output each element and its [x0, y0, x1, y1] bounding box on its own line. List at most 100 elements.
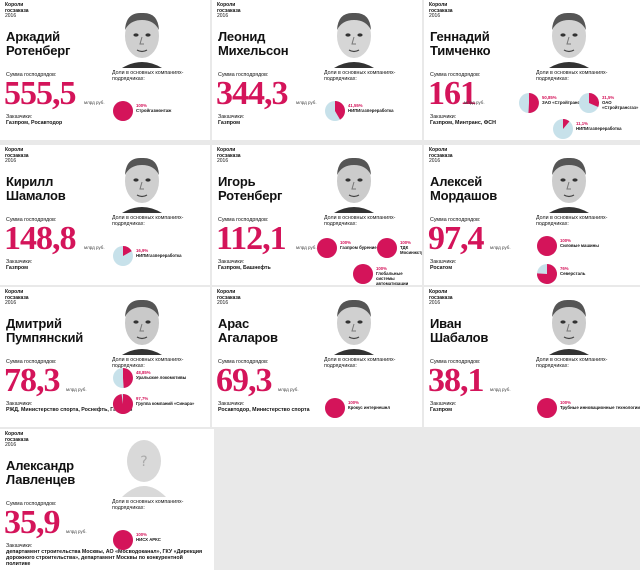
last-name: Пумпянский	[6, 330, 84, 345]
last-name: Агаларов	[218, 330, 278, 345]
amount-unit: млрд руб.	[490, 387, 511, 392]
share-label: Доли в основных компаниях-подрядчиках:	[324, 215, 396, 227]
last-name: Лавленцев	[6, 472, 76, 487]
share-label: Доли в основных компаниях-подрядчиках:	[112, 70, 184, 82]
share-percent: 41,55%	[348, 103, 363, 108]
sum-label: Сумма господрядов:	[430, 217, 481, 223]
customers-list: Газпром, Минтранс, ФСН	[430, 120, 496, 126]
person-card: Короли госзаказа 2016 ? Александр Лавлен…	[0, 429, 214, 570]
share-pie-chart	[519, 93, 539, 113]
share-label: Доли в основных компаниях-подрядчиках:	[112, 357, 184, 369]
last-name: Ротенберг	[6, 43, 71, 58]
series-header: Короли госзаказа 2016	[5, 289, 45, 307]
share-pie-chart	[377, 238, 397, 258]
share-percent: 100%	[136, 103, 147, 108]
share-label: Доли в основных компаниях-подрядчиках:	[536, 70, 608, 82]
company-share: 100% Силовые машины	[536, 235, 599, 257]
customers-label: Заказчики:	[218, 114, 245, 120]
share-percent: 11,1%	[576, 121, 588, 126]
person-card: Короли госзаказа 2016 Геннадий Тимченко …	[424, 0, 640, 140]
header-year: 2016	[5, 158, 17, 164]
unknown-person-icon: ?	[122, 440, 166, 497]
share-label: Доли в основных компаниях-подрядчиках:	[324, 357, 396, 369]
company-share: 50,85% ЗАО «Стройтрансгаз»	[518, 92, 589, 114]
sum-label: Сумма господрядов:	[6, 359, 57, 365]
company-share: 41,55% НИПИгазпереработка	[324, 100, 394, 122]
first-name: Геннадий	[430, 29, 490, 44]
company-share: 16,9% НИПИгазпереработка	[112, 245, 182, 267]
share-pie-chart	[112, 394, 133, 414]
person-name: Иван Шабалов	[430, 317, 488, 345]
company-name: ТДК Мосинжстр	[400, 245, 422, 255]
header-line1: Короли	[217, 2, 236, 8]
header-line1: Короли	[5, 147, 24, 153]
series-header: Короли госзаказа 2016	[429, 147, 469, 165]
amount-unit: млрд руб.	[66, 529, 87, 534]
sum-label: Сумма господрядов:	[218, 359, 269, 365]
portrait-photo	[334, 299, 374, 355]
company-name: НИПИгазпереработка	[576, 126, 622, 131]
share-pie-chart	[537, 264, 558, 284]
series-header: Короли госзаказа 2016	[217, 289, 257, 307]
first-name: Кирилл	[6, 174, 54, 189]
company-name: Уральские локомотивы	[136, 375, 187, 380]
customers-list: Газпром	[430, 407, 453, 413]
header-line2: госзаказа	[429, 7, 453, 14]
company-share: 31,5% ОАО «Стройтрансгаз»	[578, 92, 640, 114]
first-name: Иван	[430, 316, 462, 331]
company-name: Трубные инновационные технологии	[560, 405, 640, 410]
last-name: Шамалов	[6, 188, 66, 203]
company-name: ЗАО «Стройтрансгаз»	[542, 100, 589, 105]
portrait-photo	[549, 157, 589, 213]
share-percent: 100%	[136, 532, 147, 537]
sum-label: Сумма господрядов:	[430, 72, 481, 78]
company-share: 100% Стройгазмонтаж	[112, 100, 171, 122]
contract-amount: 344,3	[216, 75, 288, 112]
customers-label: Заказчики:	[430, 259, 457, 265]
person-card: Короли госзаказа 2016 Игорь Ротенберг Су…	[212, 145, 422, 285]
last-name: Тимченко	[430, 43, 491, 58]
contract-amount: 161	[428, 75, 477, 112]
contract-amount: 112,1	[216, 220, 287, 257]
sum-label: Сумма господрядов:	[6, 501, 57, 507]
share-pie-chart	[113, 530, 133, 550]
portrait-photo	[549, 12, 589, 68]
company-share: 48,85% Уральские локомотивы	[112, 367, 186, 389]
company-name: Крокус интернешнл	[348, 405, 391, 410]
series-header: Короли госзаказа 2016	[217, 2, 257, 20]
first-name: Аркадий	[6, 29, 60, 44]
header-line1: Короли	[429, 2, 448, 8]
share-percent: 76%	[560, 266, 569, 271]
person-card: Короли госзаказа 2016 Аркадий Ротенберг …	[0, 0, 210, 140]
first-name: Игорь	[218, 174, 256, 189]
portrait-photo	[334, 12, 374, 68]
amount-unit: млрд руб.	[296, 100, 317, 105]
header-line1: Короли	[217, 289, 236, 295]
customers-label: Заказчики:	[6, 543, 33, 549]
company-name: НИПИгазпереработка	[348, 108, 394, 113]
share-pie-chart	[353, 264, 373, 284]
portrait-photo	[122, 299, 162, 355]
sum-label: Сумма господрядов:	[6, 72, 57, 78]
last-name: Ротенберг	[218, 188, 283, 203]
share-percent: 100%	[560, 238, 571, 243]
header-line2: госзаказа	[217, 152, 241, 159]
company-share: 100% Трубные инновационные технологии	[536, 397, 640, 419]
header-line2: госзаказа	[5, 7, 29, 14]
company-share: 76% Северсталь	[536, 263, 585, 285]
share-label: Доли в основных компаниях-подрядчиках:	[324, 70, 396, 82]
header-line2: госзаказа	[429, 152, 453, 159]
person-name: Геннадий Тимченко	[430, 29, 491, 58]
last-name: Шабалов	[430, 330, 489, 345]
customers-list: Газпром, Башнефть	[218, 265, 271, 271]
series-header: Короли госзаказа 2016	[5, 2, 45, 20]
person-card: Короли госзаказа 2016 Леонид Михельсон С…	[212, 0, 422, 140]
person-name: Алексей Мордашов	[430, 175, 497, 203]
company-share: 100% Крокус интернешнл	[324, 397, 390, 419]
header-line1: Короли	[5, 2, 24, 8]
company-name: НИСХ АРКС	[136, 537, 161, 542]
person-name: Игорь Ротенберг	[218, 175, 282, 203]
contract-amount: 35,9	[4, 504, 60, 541]
company-name: Силовые машины	[560, 243, 599, 248]
person-card: Короли госзаказа 2016 Иван Шабалов Сумма…	[424, 287, 640, 427]
